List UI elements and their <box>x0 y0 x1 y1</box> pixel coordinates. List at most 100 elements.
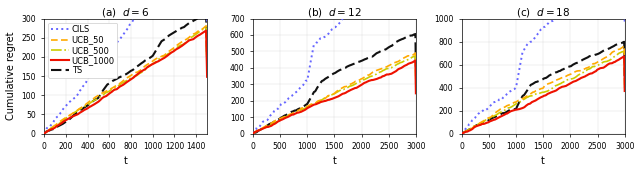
TS <box>277 117 285 119</box>
UCB_50 <box>391 62 399 64</box>
UCB_50 <box>249 132 257 135</box>
TS <box>268 122 275 124</box>
UCB_500 <box>620 50 628 52</box>
CILS <box>476 111 484 113</box>
Line: UCB_1000: UCB_1000 <box>44 31 207 133</box>
UCB_1000 <box>113 88 120 90</box>
TS <box>202 12 210 14</box>
UCB_50 <box>618 47 625 49</box>
UCB_50 <box>620 45 628 47</box>
UCB_50 <box>312 102 319 104</box>
UCB_50 <box>476 122 484 124</box>
X-axis label: t: t <box>541 157 545 166</box>
UCB_500 <box>53 124 61 126</box>
UCB_1000 <box>527 101 535 104</box>
UCB_50 <box>60 118 67 120</box>
UCB_50 <box>600 57 608 59</box>
UCB_500 <box>458 132 466 135</box>
TS <box>204 60 211 62</box>
TS <box>600 49 608 51</box>
TS <box>412 70 420 72</box>
CILS <box>520 48 528 50</box>
TS <box>60 122 67 125</box>
UCB_1000 <box>600 66 608 68</box>
Line: UCB_50: UCB_50 <box>461 46 625 133</box>
TS <box>458 132 465 135</box>
UCB_500 <box>319 98 326 100</box>
UCB_500 <box>458 132 465 135</box>
UCB_50 <box>621 84 628 86</box>
UCB_1000 <box>391 71 399 73</box>
TS <box>486 118 494 120</box>
UCB_500 <box>133 74 141 77</box>
CILS <box>249 132 257 135</box>
UCB_500 <box>40 132 48 135</box>
UCB_50 <box>412 52 419 54</box>
UCB_50 <box>520 96 528 99</box>
UCB_500 <box>621 87 628 89</box>
TS <box>249 132 257 135</box>
CILS <box>319 37 326 39</box>
TS <box>113 78 120 80</box>
UCB_1000 <box>53 125 61 127</box>
UCB_1000 <box>268 125 275 127</box>
Line: CILS: CILS <box>253 0 416 133</box>
Line: CILS: CILS <box>44 0 207 133</box>
CILS <box>40 132 48 135</box>
CILS <box>527 41 535 43</box>
CILS <box>621 23 628 25</box>
TS <box>527 84 535 86</box>
UCB_500 <box>412 90 420 92</box>
TS <box>133 66 141 68</box>
X-axis label: t: t <box>124 157 127 166</box>
UCB_1000 <box>40 132 48 135</box>
UCB_500 <box>409 56 417 58</box>
Line: UCB_500: UCB_500 <box>461 51 625 133</box>
UCB_500 <box>477 122 484 125</box>
UCB_1000 <box>486 120 494 122</box>
Line: UCB_50: UCB_50 <box>44 26 207 133</box>
UCB_500 <box>202 27 210 29</box>
Legend: CILS, UCB_50, UCB_500, UCB_1000, TS: CILS, UCB_50, UCB_500, UCB_1000, TS <box>48 23 117 78</box>
UCB_1000 <box>412 92 420 94</box>
UCB_1000 <box>621 90 628 92</box>
TS <box>312 90 319 92</box>
UCB_500 <box>486 117 494 119</box>
TS <box>40 132 48 134</box>
UCB_1000 <box>618 57 625 59</box>
Title: (b)  $d = 12$: (b) $d = 12$ <box>307 6 362 19</box>
UCB_50 <box>277 117 285 119</box>
CILS <box>113 42 120 44</box>
UCB_50 <box>412 88 420 90</box>
UCB_500 <box>60 119 67 121</box>
CILS <box>109 46 117 48</box>
TS <box>109 80 117 82</box>
UCB_500 <box>312 102 319 104</box>
CILS <box>277 103 285 105</box>
UCB_500 <box>600 61 608 63</box>
UCB_1000 <box>202 30 210 32</box>
UCB_500 <box>116 84 124 86</box>
TS <box>412 33 419 35</box>
UCB_500 <box>527 95 535 97</box>
UCB_50 <box>319 98 326 100</box>
TS <box>391 42 399 44</box>
TS <box>520 94 528 96</box>
TS <box>116 76 124 78</box>
UCB_1000 <box>520 106 528 108</box>
UCB_50 <box>133 71 141 73</box>
UCB_1000 <box>409 61 417 63</box>
UCB_1000 <box>60 121 67 123</box>
UCB_50 <box>527 92 535 94</box>
UCB_1000 <box>249 132 257 135</box>
UCB_50 <box>40 132 48 135</box>
Line: UCB_500: UCB_500 <box>253 56 416 133</box>
CILS <box>486 105 494 107</box>
Y-axis label: Cumulative regret: Cumulative regret <box>6 32 15 120</box>
CILS <box>53 116 61 118</box>
Title: (a)  $d = 6$: (a) $d = 6$ <box>101 6 150 19</box>
CILS <box>60 108 67 110</box>
UCB_50 <box>409 54 417 56</box>
UCB_50 <box>458 132 465 135</box>
Line: TS: TS <box>253 34 416 133</box>
